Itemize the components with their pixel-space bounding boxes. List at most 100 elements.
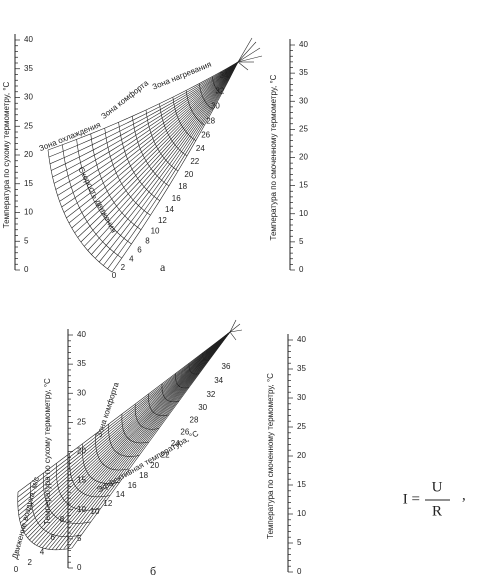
mesh-line [229, 331, 237, 341]
mesh-line [237, 55, 263, 63]
scale-label: 2 [28, 558, 33, 567]
mesh-line [21, 331, 231, 527]
figure-caption: б [150, 564, 156, 578]
tick-label: 30 [297, 393, 306, 402]
scale-label: 22 [190, 157, 199, 166]
scale-label: 2 [121, 263, 126, 272]
scale-label: 34 [214, 376, 223, 385]
scale-label: 30 [198, 403, 207, 412]
zone-label: Зона комфорта [99, 78, 150, 121]
tick-label: 30 [24, 93, 33, 102]
scale-label: 4 [129, 255, 134, 264]
scale-label: 26 [180, 428, 189, 437]
tick-label: 40 [77, 330, 86, 339]
scale-label: 8 [60, 515, 65, 524]
tick-label: 40 [24, 35, 33, 44]
tick-label: 35 [77, 359, 86, 368]
tick-label: 40 [297, 335, 306, 344]
tick-label: 25 [24, 121, 33, 130]
tick-label: 20 [297, 451, 306, 460]
mesh-line [17, 491, 73, 551]
mesh-line [134, 403, 159, 430]
scale-label: 32 [206, 390, 215, 399]
tick-label: 0 [297, 567, 302, 576]
mesh-line [62, 144, 122, 259]
tick-label: 30 [77, 388, 86, 397]
tick-label: 5 [299, 237, 304, 246]
scale-label: 0 [14, 565, 19, 574]
tick-label: 25 [77, 417, 86, 426]
mesh-line [76, 139, 132, 245]
tick-label: 5 [297, 538, 302, 547]
scale-label: 16 [128, 481, 137, 490]
mesh-line [188, 363, 200, 375]
formula-numerator: U [432, 479, 443, 495]
scale-label: 18 [139, 471, 148, 480]
mesh-line [148, 393, 169, 416]
mesh-line [229, 319, 237, 333]
mesh-line [172, 97, 196, 141]
axis-label: Температура по смоченному термометру, °C [269, 74, 278, 240]
tick-label: 35 [299, 68, 308, 77]
figure-caption: а [160, 260, 166, 274]
scale-label: 28 [206, 116, 215, 125]
scale-label: 34 [220, 71, 229, 80]
zone-label: Зона комфорта [95, 381, 121, 439]
mesh-line [215, 342, 220, 347]
mesh-line [45, 331, 231, 549]
mesh-line [224, 69, 230, 79]
scale-label: 12 [158, 216, 167, 225]
mesh-line [56, 463, 101, 511]
scale-label: 16 [172, 194, 181, 203]
mesh-line [229, 329, 243, 333]
mesh-line [25, 331, 231, 536]
tick-label: 0 [299, 265, 304, 274]
mesh-line [90, 133, 142, 230]
scale-label: 36 [222, 362, 231, 371]
scale-label: 14 [116, 490, 125, 499]
tick-label: 15 [77, 476, 86, 485]
tick-label: 35 [24, 64, 33, 73]
tick-label: 40 [299, 40, 308, 49]
mesh-line [43, 472, 91, 524]
axis-label: Температура по сухому термометру, °C [2, 81, 11, 228]
scale-label: 8 [145, 236, 150, 245]
tick-label: 15 [299, 181, 308, 190]
tick-label: 15 [297, 480, 306, 489]
mesh-line [108, 423, 140, 457]
scale-label: 24 [196, 144, 205, 153]
scale-label: 20 [184, 170, 193, 179]
tick-label: 15 [24, 179, 33, 188]
tick-label: 20 [299, 153, 308, 162]
mesh-line [118, 122, 160, 201]
mesh-line [159, 103, 188, 157]
tick-label: 25 [297, 422, 306, 431]
mesh-line [237, 37, 253, 63]
mesh-line [132, 116, 170, 187]
zone-label: Зона охлаждения [38, 120, 102, 153]
mesh-line [237, 41, 257, 63]
mesh-line [69, 453, 111, 498]
mesh-line [237, 61, 249, 71]
mesh-line [185, 90, 205, 126]
formula-denominator: R [432, 503, 442, 519]
axis-label: Температура по смоченному термометру, °C [266, 373, 275, 539]
tick-label: 5 [24, 236, 29, 245]
mesh-line [33, 331, 231, 545]
zone-label: Движение воздуха, м/с [10, 476, 41, 560]
scale-label: 30 [211, 102, 220, 111]
scale-label: 10 [151, 226, 160, 235]
scale-label: 14 [165, 205, 174, 214]
mesh-line [30, 482, 82, 537]
scale-label: 32 [215, 87, 224, 96]
tick-label: 25 [299, 124, 308, 133]
tick-label: 35 [297, 364, 306, 373]
tick-label: 10 [24, 208, 33, 217]
scale-label: 0 [112, 271, 117, 280]
tick-label: 20 [24, 150, 33, 159]
tick-label: 30 [299, 96, 308, 105]
tick-label: 0 [77, 563, 82, 572]
scale-label: 6 [137, 246, 142, 255]
mesh-line [237, 47, 261, 63]
